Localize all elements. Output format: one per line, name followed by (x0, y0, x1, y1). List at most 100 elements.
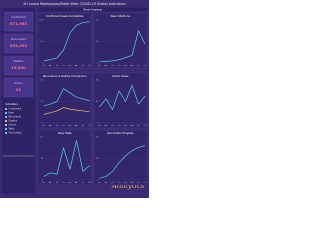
x-tick-label: Oct (143, 124, 146, 127)
x-tick-label: Jan (68, 125, 72, 127)
y-tick-label: 0 (42, 63, 44, 65)
x-tick-label: Jul (55, 125, 59, 127)
data-line (43, 88, 90, 107)
x-tick-label: Jul (110, 125, 114, 127)
kpi-label: Active (14, 81, 23, 85)
y-tick-label: 100 (39, 20, 44, 22)
x-tick-label: Apr (104, 181, 107, 184)
y-tick-label: 0 (97, 180, 99, 182)
x-tick-label: Oct (62, 64, 65, 67)
y-tick-label: 40 (96, 101, 99, 103)
section-bar (38, 7, 147, 12)
y-tick-label: 30 (40, 158, 43, 160)
x-tick-label: Apr (75, 181, 78, 184)
x-tick-label: Jan (68, 182, 72, 184)
x-tick-label: Jul (81, 65, 85, 67)
legend-swatch (5, 132, 7, 134)
y-tick-label: 40 (96, 41, 99, 43)
kpi-label: Recovered (11, 37, 26, 41)
x-tick-label: Oct (143, 64, 146, 67)
chart-panel (37, 12, 92, 69)
x-tick-label: Oct (117, 124, 120, 127)
legend-label: Tests (9, 128, 16, 131)
x-tick-label: Apr (49, 181, 52, 184)
x-tick-label: Jan (42, 125, 46, 127)
x-tick-label: Jul (81, 182, 85, 184)
x-tick-label: Jan (97, 182, 101, 184)
y-tick-label: 50 (96, 137, 99, 139)
legend-swatch (5, 108, 7, 110)
x-tick-label: Jan (123, 182, 127, 184)
chart-panel (37, 72, 92, 129)
data-line (43, 107, 90, 115)
legend-label: Recovered (9, 116, 22, 119)
x-tick-label: Jul (136, 182, 140, 184)
x-tick-label: Apr (49, 64, 52, 67)
y-tick-label: 60 (40, 137, 43, 139)
legend-swatch (5, 124, 7, 126)
y-tick-label: 50 (40, 41, 43, 43)
x-tick-label: Oct (62, 124, 65, 127)
x-tick-label: Oct (88, 181, 91, 184)
data-line (43, 21, 90, 62)
kpi-card (3, 77, 34, 98)
kpi-value: 16,840 (11, 65, 26, 70)
x-tick-label: Jan (97, 125, 101, 127)
legend-swatch (5, 128, 7, 130)
x-tick-label: Jul (55, 65, 59, 67)
y-tick-label: 80 (96, 20, 99, 22)
dashboard-title: Sri Lanka Monkeypox/State Wise COVID-19 … (23, 2, 126, 6)
legend-label: Confirmed (9, 108, 22, 111)
x-tick-label: Oct (88, 64, 91, 67)
x-tick-label: Apr (104, 124, 107, 127)
legend-title: Indicators (5, 102, 18, 106)
x-tick-label: Oct (117, 64, 120, 67)
y-tick-label: 25 (40, 101, 43, 103)
section-title: Trend Analysis (83, 8, 102, 12)
y-tick-label: 50 (40, 80, 43, 82)
x-tick-label: Jul (81, 125, 85, 127)
x-tick-label: Apr (130, 181, 133, 184)
x-tick-label: Oct (117, 181, 120, 184)
y-tick-label: 0 (42, 123, 44, 125)
chart-panel (93, 129, 148, 186)
x-tick-label: Jan (123, 65, 127, 67)
kpi-card (3, 33, 34, 54)
kpi-value: 671,983 (10, 21, 28, 26)
kpi-value: 655,092 (10, 43, 28, 48)
chart-title: Daily Tests (58, 131, 72, 135)
y-tick-label: 80 (96, 80, 99, 82)
kpi-value: 51 (16, 87, 22, 92)
chart-panel (37, 129, 92, 186)
chart-title: Confirmed Cases Cumulative (46, 14, 84, 18)
y-tick-label: 0 (97, 123, 99, 125)
chart-title: Active Cases (112, 74, 129, 78)
x-tick-label: Apr (49, 124, 52, 127)
x-tick-label: Oct (62, 181, 65, 184)
y-tick-label: 0 (42, 180, 44, 182)
sidebar-note: Note: Data is sourced from the official … (3, 155, 34, 158)
data-line (99, 30, 146, 63)
signature: Analytics (111, 182, 145, 190)
dashboard: Sri Lanka Monkeypox/State Wise COVID-19 … (0, 0, 149, 198)
x-tick-label: Oct (88, 124, 91, 127)
x-tick-label: Jul (110, 65, 114, 67)
chart-title: Recovered vs Deaths Comparison (43, 74, 87, 78)
chart-panel (93, 12, 148, 69)
y-tick-label: 25 (96, 158, 99, 160)
chart-panel (93, 72, 148, 129)
chart-title: Vaccination Progress (107, 131, 134, 135)
x-tick-label: Oct (143, 181, 146, 184)
x-tick-label: Jul (136, 65, 140, 67)
x-tick-label: Apr (75, 64, 78, 67)
x-tick-label: Apr (130, 124, 133, 127)
data-line (99, 145, 146, 179)
x-tick-label: Jan (42, 182, 46, 184)
x-tick-label: Jan (123, 125, 127, 127)
legend-swatch (5, 116, 7, 118)
chart-title: New Infections (111, 14, 131, 18)
x-tick-label: Apr (104, 64, 107, 67)
legend-swatch (5, 120, 7, 122)
x-tick-label: Apr (130, 64, 133, 67)
legend-label: Deaths (9, 120, 18, 123)
